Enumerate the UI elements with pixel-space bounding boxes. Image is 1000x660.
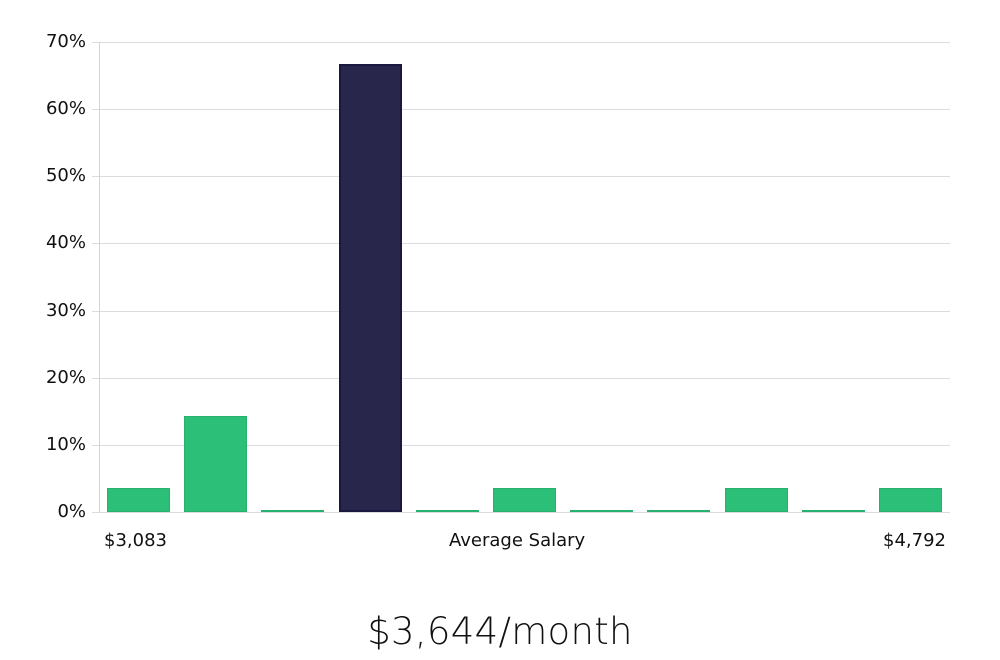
gridline [92,176,950,178]
y-tick-label: 0% [57,501,86,522]
gridline [92,444,950,446]
y-tick-label: 20% [45,366,86,388]
bar [415,510,479,512]
gridline [92,243,950,245]
bar [879,487,942,512]
bar [570,510,634,512]
x-min-label: $3,083 [104,530,167,551]
y-tick-label: 10% [45,433,86,455]
bar [647,510,711,512]
y-tick-label: 50% [45,165,86,187]
y-tick-label: 40% [45,232,86,254]
gridline [92,377,950,379]
y-tick-label: 70% [45,31,86,52]
y-axis-line [99,42,100,512]
gridline [92,42,950,43]
x-max-label: $4,792 [883,530,946,551]
gridline [92,109,950,111]
bar [107,487,170,512]
bar [184,415,248,512]
salary-histogram: 0% 10% 20% 30% 40% 50% 60% 70% $3,083 Average S… [45,31,950,551]
y-tick-label: 60% [45,98,86,120]
bar [724,487,788,512]
bar [493,487,556,512]
average-salary-summary: $3,644/month [367,610,633,653]
gridline [92,310,950,312]
bar-highlighted [338,64,402,512]
bar [261,510,325,512]
bar [801,510,865,512]
y-tick-label: 30% [45,299,86,321]
x-axis-title: Average Salary [449,530,586,551]
gridline [92,512,950,513]
